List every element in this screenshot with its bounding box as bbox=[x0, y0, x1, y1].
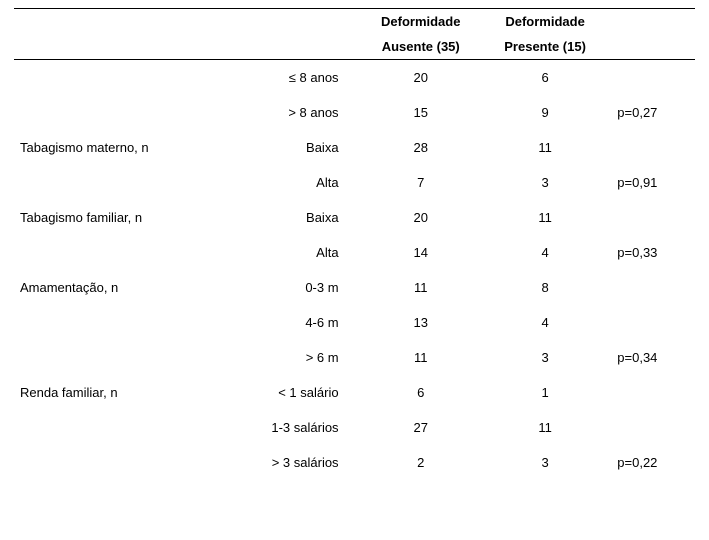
cell-present: 1 bbox=[483, 375, 607, 410]
cell-pvalue bbox=[607, 130, 695, 165]
cell-present: 3 bbox=[483, 445, 607, 480]
cell-variable: Tabagismo familiar, n bbox=[14, 200, 200, 235]
cell-absent: 6 bbox=[359, 375, 483, 410]
cell-category: ≤ 8 anos bbox=[200, 60, 359, 96]
cell-absent: 27 bbox=[359, 410, 483, 445]
cell-pvalue: p=0,22 bbox=[607, 445, 695, 480]
cell-variable bbox=[14, 410, 200, 445]
cell-category: < 1 salário bbox=[200, 375, 359, 410]
cell-pvalue bbox=[607, 270, 695, 305]
cell-variable bbox=[14, 235, 200, 270]
header-present-line1: Deformidade bbox=[483, 9, 607, 35]
header-blank-p bbox=[607, 9, 695, 35]
cell-variable bbox=[14, 95, 200, 130]
header-blank-category bbox=[200, 9, 359, 35]
cell-category: Alta bbox=[200, 235, 359, 270]
cell-variable: Renda familiar, n bbox=[14, 375, 200, 410]
cell-present: 11 bbox=[483, 410, 607, 445]
cell-absent: 11 bbox=[359, 270, 483, 305]
header-row-1: Deformidade Deformidade bbox=[14, 9, 695, 35]
table-row: Tabagismo familiar, n Baixa 20 11 bbox=[14, 200, 695, 235]
cell-variable bbox=[14, 445, 200, 480]
cell-category: Alta bbox=[200, 165, 359, 200]
cell-category: > 8 anos bbox=[200, 95, 359, 130]
cell-absent: 2 bbox=[359, 445, 483, 480]
header-absent-line2: Ausente (35) bbox=[359, 34, 483, 60]
cell-pvalue bbox=[607, 305, 695, 340]
cell-absent: 20 bbox=[359, 60, 483, 96]
table-row: 1-3 salários 27 11 bbox=[14, 410, 695, 445]
cell-pvalue: p=0,27 bbox=[607, 95, 695, 130]
cell-present: 11 bbox=[483, 200, 607, 235]
table-header: Deformidade Deformidade Ausente (35) Pre… bbox=[14, 9, 695, 60]
cell-category: 1-3 salários bbox=[200, 410, 359, 445]
cell-variable bbox=[14, 340, 200, 375]
cell-category: Baixa bbox=[200, 130, 359, 165]
table-row: > 3 salários 2 3 p=0,22 bbox=[14, 445, 695, 480]
table-row: > 6 m 11 3 p=0,34 bbox=[14, 340, 695, 375]
table-row: 4-6 m 13 4 bbox=[14, 305, 695, 340]
cell-present: 11 bbox=[483, 130, 607, 165]
cell-absent: 13 bbox=[359, 305, 483, 340]
cell-category: > 6 m bbox=[200, 340, 359, 375]
table-row: ≤ 8 anos 20 6 bbox=[14, 60, 695, 96]
cell-category: 4-6 m bbox=[200, 305, 359, 340]
cell-present: 3 bbox=[483, 165, 607, 200]
cell-absent: 15 bbox=[359, 95, 483, 130]
cell-variable: Tabagismo materno, n bbox=[14, 130, 200, 165]
cell-variable bbox=[14, 60, 200, 96]
table-body: ≤ 8 anos 20 6 > 8 anos 15 9 p=0,27 Tabag… bbox=[14, 60, 695, 481]
table-row: Alta 14 4 p=0,33 bbox=[14, 235, 695, 270]
cell-pvalue: p=0,33 bbox=[607, 235, 695, 270]
header-blank-p-2 bbox=[607, 34, 695, 60]
cell-present: 8 bbox=[483, 270, 607, 305]
cell-pvalue: p=0,91 bbox=[607, 165, 695, 200]
cell-category: > 3 salários bbox=[200, 445, 359, 480]
cell-pvalue bbox=[607, 60, 695, 96]
cell-variable bbox=[14, 305, 200, 340]
cell-present: 3 bbox=[483, 340, 607, 375]
header-absent-line1: Deformidade bbox=[359, 9, 483, 35]
header-present-line2: Presente (15) bbox=[483, 34, 607, 60]
table-container: Deformidade Deformidade Ausente (35) Pre… bbox=[0, 0, 709, 488]
cell-category: Baixa bbox=[200, 200, 359, 235]
table-row: Alta 7 3 p=0,91 bbox=[14, 165, 695, 200]
cell-absent: 14 bbox=[359, 235, 483, 270]
cell-absent: 11 bbox=[359, 340, 483, 375]
cell-pvalue bbox=[607, 410, 695, 445]
cell-present: 4 bbox=[483, 305, 607, 340]
cell-pvalue bbox=[607, 200, 695, 235]
cell-absent: 28 bbox=[359, 130, 483, 165]
cell-present: 9 bbox=[483, 95, 607, 130]
header-blank-variable bbox=[14, 9, 200, 35]
cell-variable: Amamentação, n bbox=[14, 270, 200, 305]
table-row: Tabagismo materno, n Baixa 28 11 bbox=[14, 130, 695, 165]
table-row: > 8 anos 15 9 p=0,27 bbox=[14, 95, 695, 130]
cell-category: 0-3 m bbox=[200, 270, 359, 305]
cell-pvalue bbox=[607, 375, 695, 410]
cell-variable bbox=[14, 165, 200, 200]
cell-present: 6 bbox=[483, 60, 607, 96]
cell-absent: 7 bbox=[359, 165, 483, 200]
deformity-comparison-table: Deformidade Deformidade Ausente (35) Pre… bbox=[14, 8, 695, 480]
header-blank-category-2 bbox=[200, 34, 359, 60]
table-row: Renda familiar, n < 1 salário 6 1 bbox=[14, 375, 695, 410]
cell-absent: 20 bbox=[359, 200, 483, 235]
header-row-2: Ausente (35) Presente (15) bbox=[14, 34, 695, 60]
cell-present: 4 bbox=[483, 235, 607, 270]
header-blank-variable-2 bbox=[14, 34, 200, 60]
cell-pvalue: p=0,34 bbox=[607, 340, 695, 375]
table-row: Amamentação, n 0-3 m 11 8 bbox=[14, 270, 695, 305]
